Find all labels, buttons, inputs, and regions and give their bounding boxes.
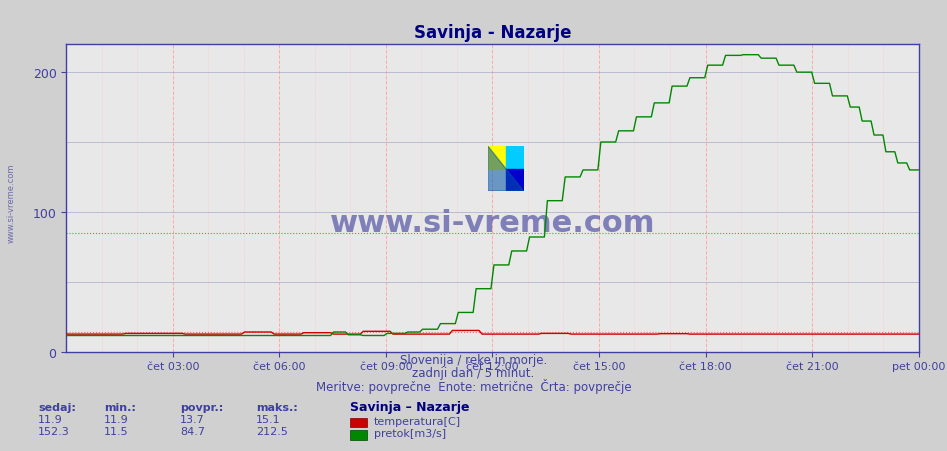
Bar bbox=[350, 430, 367, 440]
Text: pretok[m3/s]: pretok[m3/s] bbox=[374, 428, 446, 438]
Text: www.si-vreme.com: www.si-vreme.com bbox=[7, 163, 16, 243]
Text: 15.1: 15.1 bbox=[256, 414, 280, 423]
Text: 13.7: 13.7 bbox=[180, 414, 205, 423]
Bar bbox=[350, 418, 367, 428]
Polygon shape bbox=[506, 169, 524, 192]
Text: 152.3: 152.3 bbox=[38, 426, 70, 436]
Text: temperatura[C]: temperatura[C] bbox=[374, 416, 461, 426]
Polygon shape bbox=[506, 147, 524, 169]
Text: zadnji dan / 5 minut.: zadnji dan / 5 minut. bbox=[412, 367, 535, 380]
Title: Savinja - Nazarje: Savinja - Nazarje bbox=[414, 24, 571, 42]
Text: sedaj:: sedaj: bbox=[38, 402, 76, 412]
Text: www.si-vreme.com: www.si-vreme.com bbox=[330, 208, 655, 237]
Polygon shape bbox=[488, 147, 524, 192]
Text: Meritve: povprečne  Enote: metrične  Črta: povprečje: Meritve: povprečne Enote: metrične Črta:… bbox=[315, 378, 632, 393]
Text: min.:: min.: bbox=[104, 402, 136, 412]
Text: Slovenija / reke in morje.: Slovenija / reke in morje. bbox=[400, 353, 547, 366]
Text: 212.5: 212.5 bbox=[256, 426, 288, 436]
Polygon shape bbox=[488, 147, 506, 169]
Text: Savinja – Nazarje: Savinja – Nazarje bbox=[350, 400, 470, 414]
Text: maks.:: maks.: bbox=[256, 402, 297, 412]
Text: 84.7: 84.7 bbox=[180, 426, 205, 436]
Text: 11.9: 11.9 bbox=[104, 414, 129, 423]
Text: 11.5: 11.5 bbox=[104, 426, 129, 436]
Text: 11.9: 11.9 bbox=[38, 414, 63, 423]
Text: povpr.:: povpr.: bbox=[180, 402, 223, 412]
